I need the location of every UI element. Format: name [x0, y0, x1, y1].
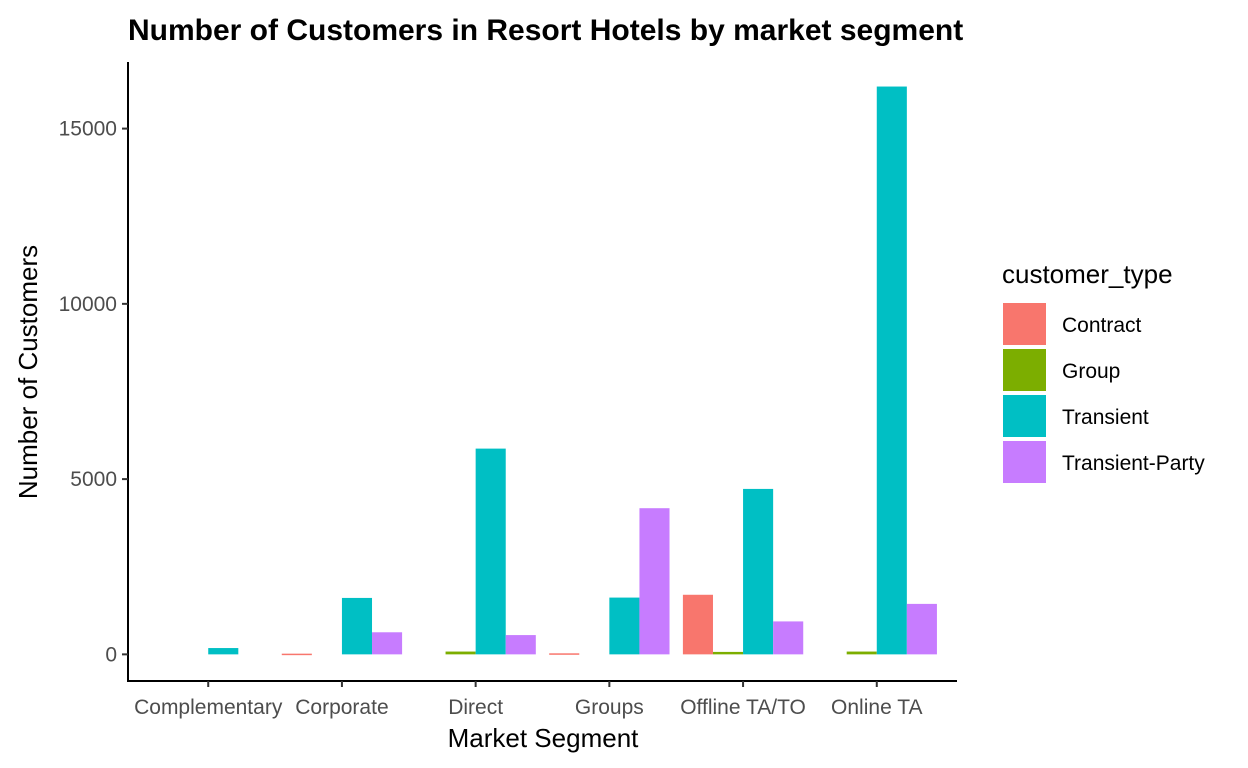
- bar-groups-transient-party: [639, 508, 670, 655]
- legend-label-transient-party: Transient-Party: [1062, 452, 1205, 475]
- x-tick-label: Corporate: [295, 696, 388, 719]
- bar-groups-contract: [549, 653, 580, 655]
- bar-offline-ta-to-group: [712, 651, 744, 655]
- bar-online-ta-transient-party: [906, 603, 937, 655]
- x-tick-label: Groups: [575, 696, 644, 719]
- bar-groups-transient: [609, 597, 640, 655]
- bar-corporate-transient-party: [372, 632, 403, 655]
- bar-direct-transient: [475, 448, 506, 655]
- y-tick-label: 5000: [70, 468, 117, 491]
- x-tick-label: Complementary: [134, 696, 283, 719]
- bar-complementary-transient: [208, 648, 239, 655]
- legend-label-transient: Transient: [1062, 406, 1149, 429]
- x-ticks: Complementary Corporate Direct Groups Offlin…: [134, 681, 922, 719]
- legend-label-contract: Contract: [1062, 314, 1142, 337]
- legend: customer_type Contract Group Transient Tran…: [1002, 259, 1205, 483]
- x-tick-label: Online TA: [831, 696, 922, 719]
- y-tick-label: 15000: [59, 118, 117, 141]
- x-tick-label: Direct: [448, 696, 503, 719]
- bars-group: [208, 86, 937, 656]
- legend-key-transient-party: [1003, 441, 1046, 483]
- chart-title: Number of Customers in Resort Hotels by …: [128, 14, 963, 47]
- legend-key-transient: [1003, 395, 1046, 437]
- bar-online-ta-group: [846, 651, 877, 655]
- y-ticks: 0 5000 10000 15000: [59, 118, 128, 666]
- legend-title: customer_type: [1002, 259, 1173, 289]
- y-tick-label: 0: [105, 643, 117, 666]
- legend-label-group: Group: [1062, 360, 1120, 383]
- legend-key-contract: [1003, 303, 1046, 345]
- bar-offline-ta-to-contract: [682, 594, 713, 655]
- bar-offline-ta-to-transient: [743, 488, 774, 655]
- bar-corporate-transient: [341, 597, 373, 655]
- legend-key-group: [1003, 349, 1046, 391]
- x-axis-title: Market Segment: [448, 723, 640, 753]
- x-tick-label: Offline TA/TO: [680, 696, 806, 719]
- y-tick-label: 10000: [59, 293, 117, 316]
- y-axis-title: Number of Customers: [13, 245, 43, 499]
- bar-direct-group: [445, 651, 476, 655]
- bar-corporate-contract: [281, 653, 312, 656]
- bar-offline-ta-to-transient-party: [773, 621, 804, 655]
- bar-online-ta-transient: [876, 86, 907, 655]
- bar-direct-transient-party: [505, 635, 536, 655]
